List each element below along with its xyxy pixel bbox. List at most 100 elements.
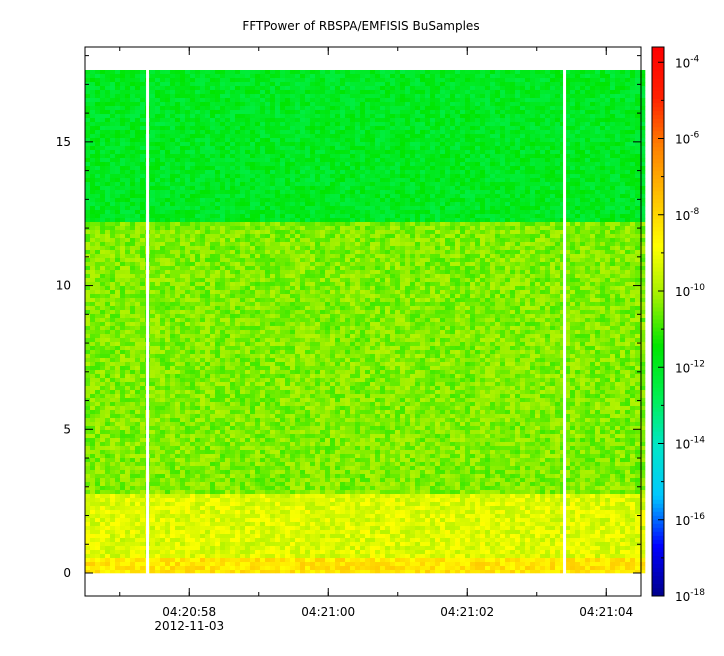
heatmap-cell: [300, 189, 306, 195]
heatmap-cell: [215, 89, 221, 95]
heatmap-cell: [310, 189, 316, 195]
heatmap-cell: [280, 165, 286, 171]
heatmap-cell: [465, 73, 471, 79]
heatmap-cell: [170, 121, 176, 127]
heatmap-cell: [185, 169, 191, 175]
heatmap-cell: [230, 153, 236, 159]
heatmap-cell: [575, 193, 581, 199]
heatmap-cell: [435, 109, 441, 115]
heatmap-cell: [580, 157, 586, 163]
heatmap-cell: [275, 109, 281, 115]
heatmap-cell: [155, 169, 161, 175]
heatmap-cell: [610, 181, 616, 187]
heatmap-cell: [565, 85, 571, 91]
heatmap-cell: [295, 205, 301, 211]
heatmap-cell: [440, 149, 446, 155]
heatmap-cell: [120, 221, 126, 227]
heatmap-cell: [120, 125, 126, 131]
heatmap-cell: [450, 173, 456, 179]
heatmap-cell: [85, 221, 91, 227]
heatmap-cell: [200, 125, 206, 131]
heatmap-cell: [210, 93, 216, 99]
heatmap-cell: [310, 117, 316, 123]
heatmap-cell: [545, 189, 551, 195]
heatmap-cell: [160, 105, 166, 111]
heatmap-cell: [550, 125, 556, 131]
heatmap-cell: [485, 209, 491, 215]
heatmap-cell: [155, 217, 161, 223]
heatmap-cell: [240, 109, 246, 115]
heatmap-cell: [605, 185, 611, 191]
heatmap-cell: [105, 109, 111, 115]
heatmap-cell: [595, 205, 601, 211]
heatmap-cell: [315, 125, 321, 131]
heatmap-cell: [300, 173, 306, 179]
heatmap-cell: [620, 105, 626, 111]
heatmap-cell: [110, 181, 116, 187]
heatmap-cell: [635, 161, 641, 167]
heatmap-cell: [275, 233, 281, 239]
heatmap-cell: [205, 229, 211, 235]
heatmap-cell: [230, 125, 236, 131]
heatmap-cell: [130, 117, 136, 123]
heatmap-cell: [210, 97, 216, 103]
heatmap-cell: [575, 165, 581, 171]
heatmap-cell: [260, 217, 266, 223]
heatmap-cell: [120, 189, 126, 195]
heatmap-cell: [345, 193, 351, 199]
heatmap-cell: [530, 205, 536, 211]
heatmap-cell: [630, 153, 636, 159]
heatmap-cell: [505, 125, 511, 131]
heatmap-cell: [605, 237, 611, 243]
heatmap-cell: [205, 137, 211, 143]
heatmap-cell: [110, 161, 116, 167]
heatmap-cell: [105, 97, 111, 103]
heatmap-cell: [635, 185, 641, 191]
heatmap-cell: [425, 193, 431, 199]
heatmap-cell: [150, 89, 156, 95]
heatmap-cell: [460, 181, 466, 187]
heatmap-cell: [310, 109, 316, 115]
heatmap-cell: [460, 117, 466, 123]
heatmap-cell: [100, 121, 106, 127]
heatmap-cell: [400, 113, 406, 119]
heatmap-cell: [405, 141, 411, 147]
heatmap-cell: [245, 125, 251, 131]
heatmap-cell: [90, 101, 96, 107]
heatmap-cell: [380, 221, 386, 227]
heatmap-cell: [385, 89, 391, 95]
heatmap-cell: [485, 105, 491, 111]
heatmap-cell: [425, 133, 431, 139]
heatmap-cell: [210, 121, 216, 127]
heatmap-cell: [600, 181, 606, 187]
heatmap-cell: [465, 105, 471, 111]
heatmap-cell: [525, 137, 531, 143]
heatmap-cell: [165, 105, 171, 111]
heatmap-cell: [195, 213, 201, 219]
heatmap-cell: [315, 153, 321, 159]
heatmap-cell: [185, 177, 191, 183]
heatmap-cell: [595, 177, 601, 183]
heatmap-cell: [420, 157, 426, 163]
heatmap-cell: [135, 69, 141, 75]
heatmap-cell: [340, 181, 346, 187]
heatmap-cell: [580, 117, 586, 123]
heatmap-cell: [100, 165, 106, 171]
heatmap-cell: [605, 137, 611, 143]
heatmap-cell: [95, 213, 101, 219]
heatmap-cell: [255, 189, 261, 195]
heatmap-cell: [460, 93, 466, 99]
heatmap-cell: [225, 85, 231, 91]
heatmap-cell: [125, 201, 131, 207]
heatmap-cell: [275, 209, 281, 215]
heatmap-cell: [130, 237, 136, 243]
heatmap-cell: [520, 229, 526, 235]
heatmap-cell: [455, 197, 461, 203]
heatmap-cell: [345, 69, 351, 75]
heatmap-cell: [285, 185, 291, 191]
heatmap-cell: [195, 157, 201, 163]
heatmap-cell: [270, 121, 276, 127]
heatmap-cell: [340, 169, 346, 175]
heatmap-cell: [635, 149, 641, 155]
heatmap-cell: [210, 125, 216, 131]
